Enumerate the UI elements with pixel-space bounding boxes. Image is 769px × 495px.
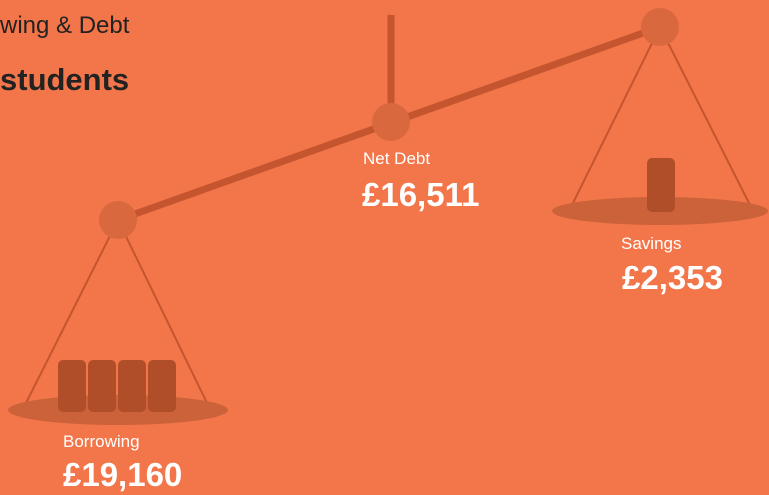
joint bbox=[99, 201, 137, 239]
amount: £19,160 bbox=[63, 458, 182, 491]
joint bbox=[641, 8, 679, 46]
amount: £16,511 bbox=[362, 178, 479, 211]
pivot bbox=[372, 103, 410, 141]
title: wing & Debt bbox=[0, 14, 129, 38]
subtitle: students bbox=[0, 64, 129, 95]
label: Borrowing bbox=[63, 433, 140, 450]
label: Savings bbox=[621, 235, 681, 252]
infographic: wing & Debt students Net Debt £16,511 Sa… bbox=[0, 0, 769, 495]
amount: £2,353 bbox=[622, 261, 723, 294]
label: Net Debt bbox=[363, 150, 430, 167]
